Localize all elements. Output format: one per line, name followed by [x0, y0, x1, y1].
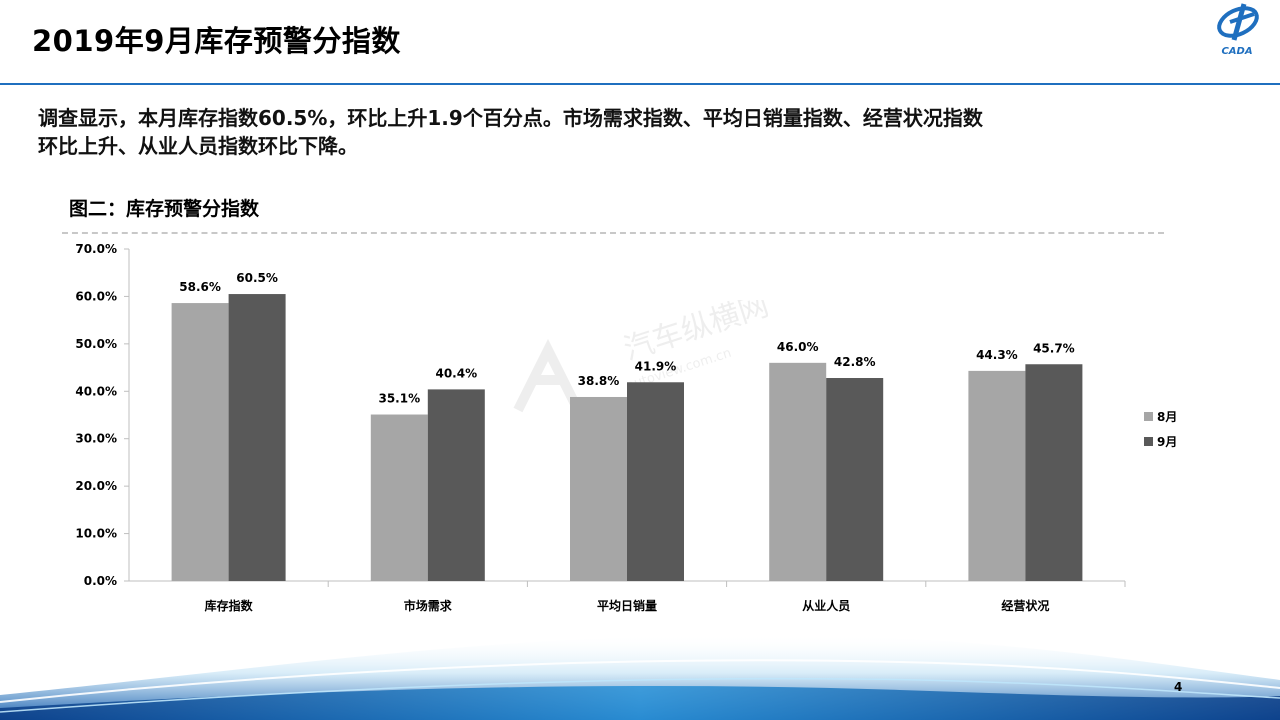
chart-heading: 图二：库存预警分指数: [69, 198, 260, 220]
x-tick-label: 平均日销量: [597, 598, 657, 613]
y-tick-label: 20.0%: [75, 479, 117, 493]
summary-text: 调查显示，本月库存指数60.5%，环比上升1.9个百分点。市场需求指数、平均日销…: [38, 104, 1218, 160]
watermark: 汽车纵横网 autoview.com.cn: [513, 300, 768, 413]
legend-swatch: [1144, 437, 1153, 446]
data-label: 38.8%: [578, 374, 620, 388]
data-label: 60.5%: [236, 271, 278, 285]
bar-sep: [427, 389, 485, 581]
data-label: 35.1%: [378, 392, 420, 406]
page-title: 2019年9月库存预警分指数: [32, 24, 401, 58]
footer-wave-decoration: [0, 634, 1280, 720]
bar-aug: [968, 370, 1026, 581]
y-tick-label: 60.0%: [75, 289, 117, 303]
legend-label: 9月: [1157, 435, 1177, 449]
y-tick-label: 0.0%: [84, 574, 117, 588]
bar-aug: [769, 362, 827, 581]
bar-aug: [171, 303, 229, 581]
bar-sep: [826, 378, 884, 581]
x-tick-label: 从业人员: [802, 598, 850, 613]
data-label: 44.3%: [976, 348, 1018, 362]
summary-line-2: 环比上升、从业人员指数环比下降。: [38, 134, 358, 158]
bar-aug: [370, 414, 428, 581]
data-label: 45.7%: [1033, 341, 1075, 355]
y-tick-label: 40.0%: [75, 384, 117, 398]
legend-swatch: [1144, 412, 1153, 421]
bar-aug: [570, 396, 627, 581]
data-label: 46.0%: [777, 340, 819, 354]
data-label: 58.6%: [179, 280, 221, 294]
y-tick-label: 30.0%: [75, 432, 117, 446]
y-tick-label: 50.0%: [75, 337, 117, 351]
page-number: 4: [1174, 680, 1183, 694]
data-label: 41.9%: [635, 359, 677, 373]
data-label: 42.8%: [834, 355, 876, 369]
legend-label: 8月: [1157, 410, 1177, 424]
bar-sep: [228, 294, 286, 581]
x-tick-label: 经营状况: [1001, 598, 1049, 613]
logo-text: CADA: [1221, 46, 1252, 57]
summary-line-1: 调查显示，本月库存指数60.5%，环比上升1.9个百分点。市场需求指数、平均日销…: [38, 106, 983, 130]
x-tick-label: 市场需求: [404, 598, 453, 613]
cada-logo-icon: CADA: [1217, 3, 1259, 57]
bar-sep: [1025, 364, 1083, 581]
chart-heading-divider: [62, 232, 1164, 234]
x-tick-label: 库存指数: [205, 598, 254, 613]
data-label: 40.4%: [435, 366, 477, 380]
title-divider: [0, 83, 1280, 85]
y-tick-label: 10.0%: [75, 527, 117, 541]
bar-sep: [627, 382, 684, 581]
y-tick-label: 70.0%: [75, 242, 117, 256]
